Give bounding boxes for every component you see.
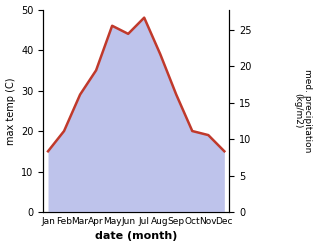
X-axis label: date (month): date (month) (95, 231, 177, 242)
Y-axis label: max temp (C): max temp (C) (5, 77, 16, 144)
Y-axis label: med. precipitation
(kg/m2): med. precipitation (kg/m2) (293, 69, 313, 152)
